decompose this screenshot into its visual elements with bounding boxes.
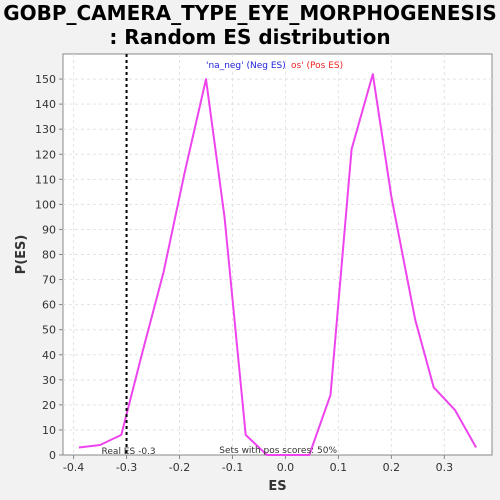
- y-tick-label: 70: [42, 274, 56, 287]
- legend-neg-text: 'na_neg' (Neg ES): [206, 61, 286, 71]
- x-tick-label: 0.3: [436, 461, 454, 474]
- x-tick-label: 0.1: [330, 461, 348, 474]
- y-tick-label: 10: [42, 424, 56, 437]
- y-tick-label: 150: [35, 73, 56, 86]
- y-tick-label: 90: [42, 223, 56, 236]
- series-line: [78, 73, 477, 456]
- x-tick-label: -0.3: [116, 461, 137, 474]
- y-tick-label: 0: [49, 449, 56, 462]
- y-tick-label: 60: [42, 299, 56, 312]
- x-tick-label: -0.2: [169, 461, 190, 474]
- x-tick-label: 0.2: [383, 461, 401, 474]
- y-tick-label: 130: [35, 123, 56, 136]
- x-tick-label: -0.1: [222, 461, 243, 474]
- y-tick-label: 140: [35, 98, 56, 111]
- y-tick-label: 20: [42, 399, 56, 412]
- y-tick-label: 80: [42, 249, 56, 262]
- x-tick-label: 0.0: [277, 461, 295, 474]
- x-axis-label: ES: [268, 479, 286, 494]
- y-axis-label: P(ES): [14, 235, 29, 275]
- y-tick-label: 110: [35, 173, 56, 186]
- real-es-label: Real ES -0.3: [102, 447, 156, 457]
- y-axis-ticks: 0 10 20 30 40 50 60 70 80 90 100 110 120 130 140 150: [35, 73, 63, 462]
- series-lines: [78, 73, 477, 456]
- x-tick-label: -0.4: [63, 461, 84, 474]
- chart-title-line2: : Random ES distribution: [109, 25, 391, 49]
- x-axis-ticks: -0.4 -0.3 -0.2 -0.1 0.0 0.1 0.2 0.3: [63, 455, 453, 474]
- y-tick-label: 100: [35, 198, 56, 211]
- legend-pos-text: os' (Pos ES): [291, 61, 343, 71]
- y-tick-label: 30: [42, 374, 56, 387]
- y-tick-label: 120: [35, 148, 56, 161]
- pos-scores-annotation: Sets with pos scores: 50%: [219, 446, 337, 456]
- plot-area: [62, 53, 493, 456]
- y-tick-label: 40: [42, 349, 56, 362]
- chart-title-line1: GOBP_CAMERA_TYPE_EYE_MORPHOGENESIS: [3, 1, 497, 25]
- y-tick-label: 50: [42, 324, 56, 337]
